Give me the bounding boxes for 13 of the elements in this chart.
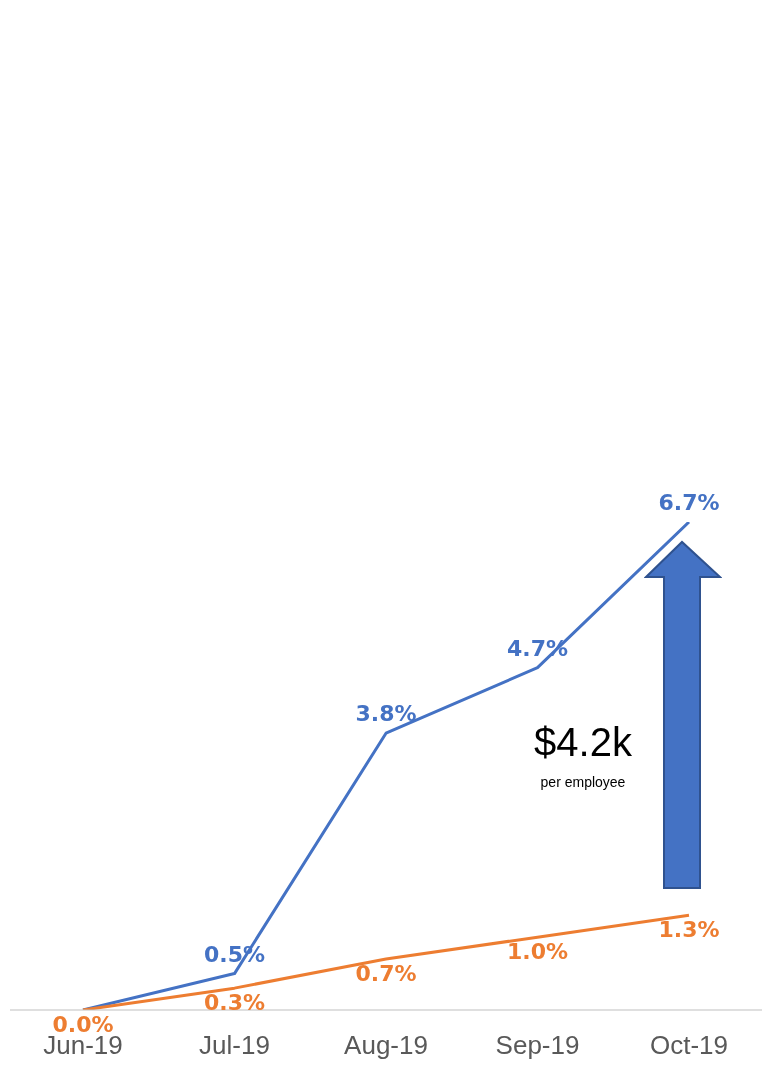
x-tick-label: Aug-19 bbox=[344, 1030, 428, 1061]
data-label: 3.8% bbox=[355, 701, 417, 727]
data-label: 0.7% bbox=[355, 960, 417, 986]
data-label: 0.3% bbox=[203, 989, 266, 1015]
data-label: 1.3% bbox=[658, 916, 720, 942]
x-tick-label: Oct-19 bbox=[649, 1030, 729, 1061]
annotation: per employee bbox=[539, 774, 627, 790]
x-tick-label: Sep-19 bbox=[495, 1030, 580, 1061]
x-tick-label: Jul-19 bbox=[199, 1030, 270, 1061]
data-label: 6.7% bbox=[658, 490, 720, 515]
data-label: 1.0% bbox=[506, 938, 569, 964]
data-label: 0.0% bbox=[52, 1011, 114, 1037]
annotation: $4.2k bbox=[533, 720, 633, 765]
